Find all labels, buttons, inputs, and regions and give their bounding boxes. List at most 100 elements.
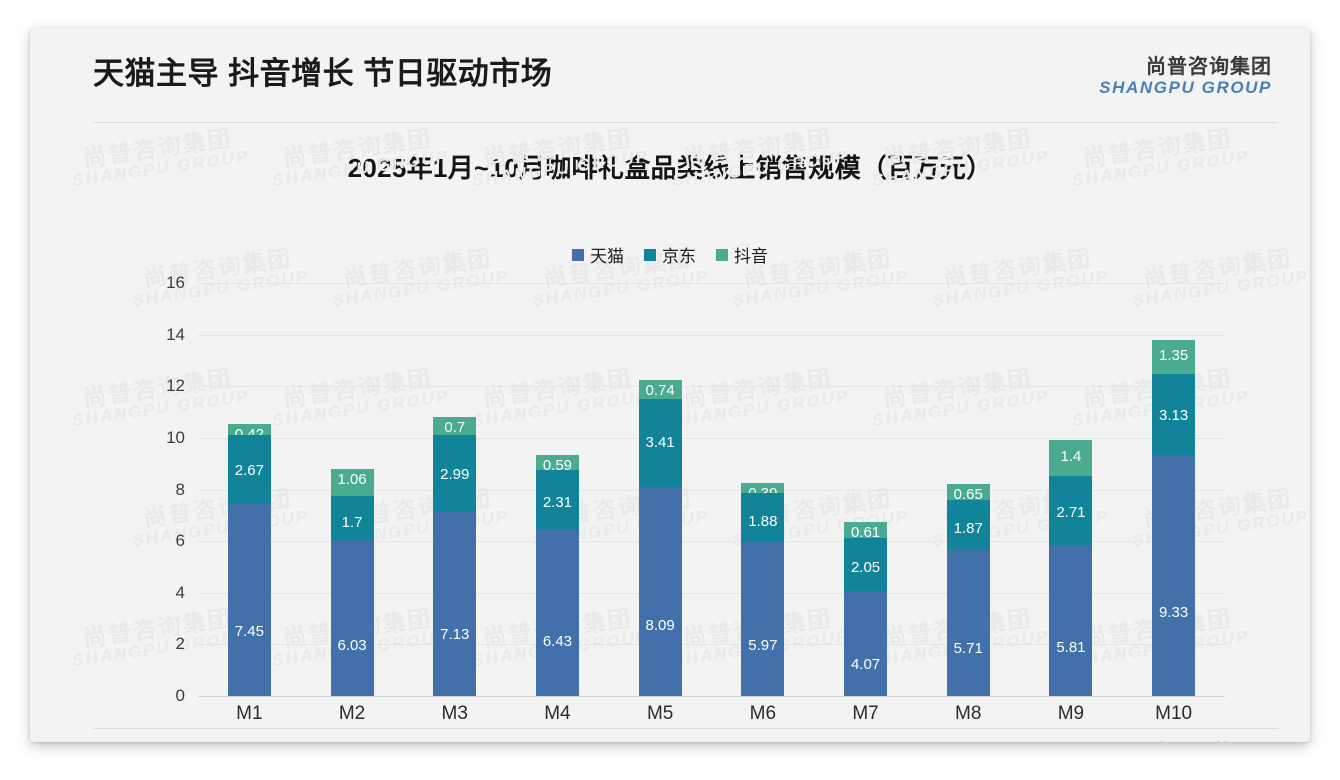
bar-value-label: 2.05 bbox=[850, 559, 881, 577]
bar-segment-京东[interactable]: 1.87 bbox=[946, 500, 990, 549]
bar-M3[interactable]: 0.7 2.99 7.13 bbox=[433, 416, 477, 696]
bar-value-label: 0.7 bbox=[444, 418, 466, 436]
gridline bbox=[198, 334, 1225, 336]
x-axis-tick-label: M9 bbox=[1057, 703, 1085, 724]
gridline bbox=[198, 592, 1225, 594]
bar-value-label: 2.71 bbox=[1056, 504, 1086, 522]
bar-segment-天猫[interactable]: 9.33 bbox=[1152, 455, 1196, 696]
gridline bbox=[198, 386, 1225, 388]
x-axis-tick-label: M4 bbox=[544, 703, 571, 724]
bar-segment-抖音[interactable]: 0.74 bbox=[638, 380, 682, 400]
bar-segment-抖音[interactable]: 0.65 bbox=[946, 483, 990, 503]
bar-M9[interactable]: 1.4 2.71 5.81 bbox=[1049, 439, 1093, 696]
gridline bbox=[198, 283, 1225, 284]
x-axis-tick-label: M3 bbox=[441, 703, 468, 724]
bar-segment-京东[interactable]: 3.13 bbox=[1152, 374, 1196, 456]
bar-value-label: 3.13 bbox=[1159, 406, 1189, 424]
bar-segment-天猫[interactable]: 8.09 bbox=[638, 487, 682, 696]
bar-segment-天猫[interactable]: 6.43 bbox=[535, 530, 579, 696]
x-axis-line bbox=[198, 696, 1225, 697]
bar-segment-抖音[interactable]: 0.7 bbox=[433, 416, 477, 436]
bar-segment-京东[interactable]: 1.88 bbox=[741, 493, 785, 542]
bar-M6[interactable]: 0.39 1.88 5.97 bbox=[741, 483, 785, 696]
bar-segment-抖音[interactable]: 1.06 bbox=[330, 469, 374, 497]
footer-website[interactable]: www.shangpu-china.com bbox=[1121, 739, 1272, 742]
y-axis-tick-label: 4 bbox=[175, 582, 185, 602]
bar-segment-天猫[interactable]: 6.03 bbox=[330, 540, 374, 696]
bar-segment-天猫[interactable]: 5.97 bbox=[741, 541, 785, 696]
x-axis-tick-label: M8 bbox=[955, 703, 982, 724]
gridline bbox=[198, 437, 1225, 439]
bar-segment-京东[interactable]: 1.7 bbox=[330, 496, 374, 541]
bar-M10[interactable]: 1.35 3.13 9.33 bbox=[1152, 339, 1196, 696]
bar-M1[interactable]: 0.42 2.67 7.45 bbox=[227, 423, 271, 696]
bar-value-label: 5.81 bbox=[1056, 639, 1086, 656]
bar-M8[interactable]: 0.65 1.87 5.71 bbox=[946, 483, 990, 696]
bar-segment-京东[interactable]: 3.41 bbox=[638, 399, 682, 488]
header-divider bbox=[93, 122, 1278, 123]
logo-english-text: SHANGPU GROUP bbox=[1099, 78, 1272, 98]
bar-M4[interactable]: 0.59 2.31 6.43 bbox=[535, 455, 579, 696]
bar-segment-天猫[interactable]: 5.81 bbox=[1049, 546, 1093, 696]
bar-M2[interactable]: 1.06 1.7 6.03 bbox=[330, 469, 374, 696]
x-axis-tick-label: M7 bbox=[852, 703, 879, 724]
x-axis-tick-label: M5 bbox=[646, 703, 674, 724]
bar-value-label: 0.74 bbox=[645, 382, 675, 400]
y-axis-tick-label: 2 bbox=[175, 634, 185, 654]
gridline bbox=[198, 644, 1225, 646]
legend-label: 京东 bbox=[662, 247, 696, 266]
bar-value-label: 7.45 bbox=[234, 622, 264, 640]
bar-value-label: 1.7 bbox=[341, 514, 363, 532]
bar-value-label: 3.41 bbox=[645, 434, 675, 452]
bar-segment-京东[interactable]: 2.71 bbox=[1049, 476, 1093, 547]
x-axis-tick-label: M6 bbox=[749, 703, 777, 724]
slide-card: 天猫主导 抖音增长 节日驱动市场 尚普咨询集团 SHANGPU GROUP 20… bbox=[30, 28, 1310, 742]
bar-segment-京东[interactable]: 2.31 bbox=[535, 470, 579, 531]
bar-segment-抖音[interactable]: 0.59 bbox=[535, 455, 579, 474]
bar-segment-天猫[interactable]: 7.45 bbox=[227, 503, 271, 696]
bar-segment-京东[interactable]: 2.99 bbox=[433, 434, 477, 512]
brand-logo: 尚普咨询集团 SHANGPU GROUP bbox=[1099, 56, 1272, 97]
slide-header: 天猫主导 抖音增长 节日驱动市场 尚普咨询集团 SHANGPU GROUP bbox=[30, 28, 1310, 122]
bar-segment-京东[interactable]: 2.67 bbox=[227, 434, 271, 504]
bar-segment-天猫[interactable]: 7.13 bbox=[433, 511, 477, 696]
bar-value-label: 1.35 bbox=[1159, 346, 1189, 364]
bar-value-label: 7.13 bbox=[440, 626, 470, 644]
chart-title: 2025年1月~10月咖啡礼盒品类线上销售规模（百万元） bbox=[347, 153, 993, 183]
legend-item-天猫[interactable]: 天猫 bbox=[572, 242, 624, 267]
bar-value-label: 1.87 bbox=[953, 519, 983, 537]
chart-plot-area: 0 2 4 6 8 10 12 14 16 0.42 2.67 7.45 M1 1.06 1.7 6.03 M2… bbox=[166, 273, 1225, 724]
legend-item-抖音[interactable]: 抖音 bbox=[716, 242, 768, 267]
y-axis-tick-label: 10 bbox=[166, 427, 185, 447]
y-axis-tick-label: 8 bbox=[175, 479, 185, 499]
bar-segment-天猫[interactable]: 4.07 bbox=[844, 590, 888, 696]
bar-segment-抖音[interactable]: 0.61 bbox=[844, 522, 888, 541]
chart-legend: 天猫 京东 抖音 bbox=[30, 242, 1310, 267]
bar-segment-抖音[interactable]: 1.4 bbox=[1049, 439, 1093, 477]
x-axis-tick-label: M10 bbox=[1155, 703, 1193, 724]
bar-segment-抖音[interactable]: 1.35 bbox=[1152, 339, 1196, 375]
bar-segment-京东[interactable]: 2.05 bbox=[844, 538, 888, 591]
footer-divider bbox=[93, 728, 1278, 729]
bar-segment-抖音[interactable]: 0.39 bbox=[741, 483, 785, 502]
bar-value-label: 2.67 bbox=[234, 462, 264, 480]
bar-segment-抖音[interactable]: 0.42 bbox=[227, 423, 271, 443]
gridline bbox=[198, 489, 1225, 491]
bar-value-label: 0.59 bbox=[542, 457, 573, 475]
bar-M7[interactable]: 0.61 2.05 4.07 bbox=[844, 522, 888, 696]
bar-value-label: 2.31 bbox=[542, 494, 573, 512]
y-axis-tick-label: 0 bbox=[175, 686, 185, 705]
legend-label: 天猫 bbox=[590, 247, 624, 266]
bar-M5[interactable]: 0.74 3.41 8.09 bbox=[638, 380, 682, 696]
bar-segment-天猫[interactable]: 5.71 bbox=[946, 548, 990, 696]
bar-value-label: 2.99 bbox=[440, 465, 470, 483]
legend-label: 抖音 bbox=[734, 247, 768, 266]
bar-value-label: 6.03 bbox=[337, 636, 367, 654]
x-axis-tick-label: M1 bbox=[236, 703, 263, 724]
bar-value-label: 1.4 bbox=[1060, 448, 1082, 466]
y-axis-tick-label: 12 bbox=[166, 376, 185, 396]
legend-item-京东[interactable]: 京东 bbox=[644, 242, 696, 267]
legend-swatch-icon bbox=[644, 248, 656, 261]
page-title: 天猫主导 抖音增长 节日驱动市场 bbox=[93, 56, 553, 91]
bar-value-label: 8.09 bbox=[645, 616, 675, 634]
